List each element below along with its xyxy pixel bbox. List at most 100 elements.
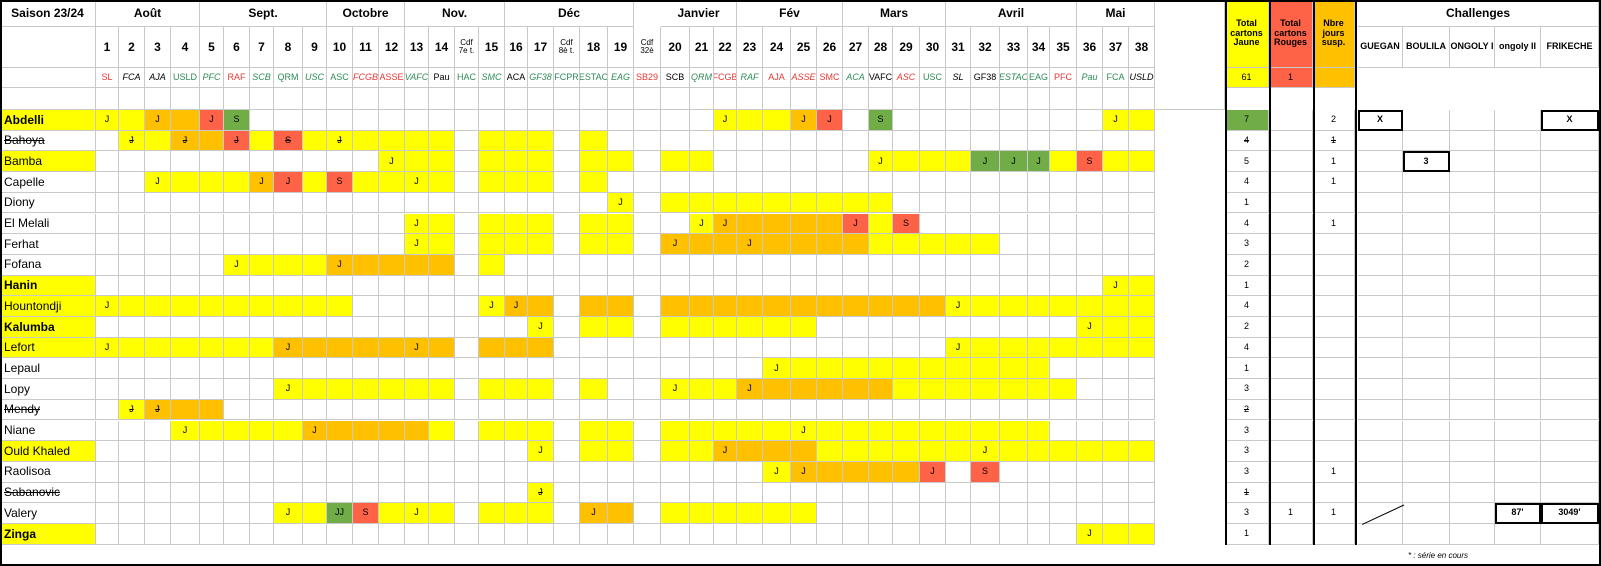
matchday-header[interactable]: 6 bbox=[224, 27, 250, 68]
card-cell[interactable] bbox=[429, 524, 455, 545]
card-cell[interactable] bbox=[763, 275, 791, 297]
player-total-yellow[interactable]: 1 bbox=[1225, 524, 1269, 545]
card-cell[interactable] bbox=[737, 503, 763, 524]
card-cell[interactable] bbox=[429, 172, 455, 193]
opponent-label[interactable]: VAFC bbox=[869, 68, 893, 88]
card-cell[interactable] bbox=[843, 275, 869, 297]
card-cell[interactable]: J bbox=[661, 234, 690, 255]
card-cell[interactable] bbox=[200, 441, 224, 462]
opponent-label[interactable]: FCA bbox=[1103, 68, 1129, 88]
card-cell[interactable] bbox=[791, 213, 817, 235]
blank-cell[interactable] bbox=[119, 88, 145, 110]
matchday-header[interactable]: 10 bbox=[327, 27, 353, 68]
card-cell[interactable] bbox=[505, 172, 528, 193]
card-cell[interactable] bbox=[1028, 358, 1050, 380]
player-total-yellow[interactable]: 3 bbox=[1225, 420, 1269, 442]
card-cell[interactable] bbox=[843, 130, 869, 152]
matchday-header[interactable]: Cdf 7e t. bbox=[455, 27, 479, 68]
card-cell[interactable]: S bbox=[869, 110, 893, 131]
card-cell[interactable] bbox=[763, 172, 791, 193]
card-cell[interactable] bbox=[1050, 275, 1077, 297]
matchday-header[interactable]: 8 bbox=[274, 27, 303, 68]
card-cell[interactable] bbox=[1000, 234, 1028, 255]
card-cell[interactable]: J bbox=[145, 399, 171, 421]
challenge-cell[interactable] bbox=[1495, 399, 1541, 421]
month-header[interactable]: Janvier bbox=[661, 0, 737, 27]
challenge-cell[interactable] bbox=[1541, 317, 1599, 338]
challenge-cell[interactable] bbox=[1358, 151, 1403, 173]
card-cell[interactable] bbox=[580, 192, 608, 214]
card-cell[interactable] bbox=[791, 337, 817, 359]
card-cell[interactable] bbox=[455, 337, 479, 359]
card-cell[interactable] bbox=[528, 358, 554, 380]
matchday-header[interactable]: 13 bbox=[405, 27, 429, 68]
card-cell[interactable] bbox=[224, 172, 250, 193]
card-cell[interactable] bbox=[528, 151, 554, 173]
card-cell[interactable] bbox=[763, 337, 791, 359]
card-cell[interactable] bbox=[634, 524, 661, 545]
card-cell[interactable] bbox=[505, 379, 528, 400]
opponent-label[interactable]: ESTAC bbox=[1000, 68, 1028, 88]
card-cell[interactable] bbox=[1050, 379, 1077, 400]
card-cell[interactable] bbox=[946, 234, 971, 255]
card-cell[interactable] bbox=[817, 317, 843, 338]
card-cell[interactable] bbox=[634, 110, 661, 131]
card-cell[interactable] bbox=[405, 399, 429, 421]
card-cell[interactable]: J bbox=[96, 110, 119, 131]
card-cell[interactable] bbox=[1000, 172, 1028, 193]
card-cell[interactable] bbox=[274, 110, 303, 131]
opponent-label[interactable]: RAF bbox=[737, 68, 763, 88]
card-cell[interactable]: J bbox=[405, 503, 429, 524]
card-cell[interactable] bbox=[714, 151, 737, 173]
challenge-cell[interactable] bbox=[1541, 234, 1599, 255]
card-cell[interactable] bbox=[528, 503, 554, 524]
opponent-label[interactable]: GF38 bbox=[528, 68, 554, 88]
card-cell[interactable] bbox=[455, 254, 479, 276]
card-cell[interactable] bbox=[119, 524, 145, 545]
card-cell[interactable] bbox=[1129, 399, 1155, 421]
card-cell[interactable] bbox=[763, 317, 791, 338]
card-cell[interactable] bbox=[1050, 110, 1077, 131]
card-cell[interactable] bbox=[1050, 503, 1077, 524]
player-total-yellow[interactable]: 3 bbox=[1225, 503, 1269, 524]
card-cell[interactable] bbox=[714, 482, 737, 504]
card-cell[interactable] bbox=[608, 482, 634, 504]
blank-cell[interactable] bbox=[1050, 88, 1077, 110]
card-cell[interactable] bbox=[200, 399, 224, 421]
challenge-cell[interactable] bbox=[1495, 441, 1541, 462]
card-cell[interactable] bbox=[817, 234, 843, 255]
card-cell[interactable]: J bbox=[920, 461, 946, 483]
card-cell[interactable] bbox=[479, 358, 505, 380]
card-cell[interactable] bbox=[1103, 420, 1129, 442]
card-cell[interactable] bbox=[528, 420, 554, 442]
card-cell[interactable] bbox=[353, 524, 379, 545]
card-cell[interactable] bbox=[455, 234, 479, 255]
card-cell[interactable] bbox=[634, 358, 661, 380]
challenge-cell[interactable] bbox=[1358, 441, 1403, 462]
card-cell[interactable] bbox=[429, 317, 455, 338]
player-name[interactable]: Lefort bbox=[0, 337, 96, 359]
card-cell[interactable] bbox=[119, 296, 145, 317]
challenge-cell[interactable] bbox=[1541, 482, 1599, 504]
card-cell[interactable] bbox=[893, 151, 920, 173]
card-cell[interactable] bbox=[971, 337, 1000, 359]
matchday-header[interactable]: 16 bbox=[505, 27, 528, 68]
card-cell[interactable] bbox=[327, 296, 353, 317]
card-cell[interactable] bbox=[200, 524, 224, 545]
blank-cell[interactable] bbox=[869, 88, 893, 110]
card-cell[interactable] bbox=[224, 358, 250, 380]
card-cell[interactable] bbox=[843, 110, 869, 131]
challenge-cell[interactable] bbox=[1358, 213, 1403, 235]
opponent-label[interactable]: EAG bbox=[608, 68, 634, 88]
card-cell[interactable] bbox=[580, 151, 608, 173]
player-suspension-days[interactable] bbox=[1313, 420, 1355, 442]
card-cell[interactable] bbox=[119, 254, 145, 276]
challenge-cell[interactable] bbox=[1403, 172, 1450, 193]
card-cell[interactable] bbox=[971, 254, 1000, 276]
card-cell[interactable]: J bbox=[327, 254, 353, 276]
card-cell[interactable] bbox=[737, 317, 763, 338]
player-total-yellow[interactable]: 1 bbox=[1225, 482, 1269, 504]
card-cell[interactable] bbox=[1000, 130, 1028, 152]
blank-cell[interactable] bbox=[171, 88, 200, 110]
card-cell[interactable] bbox=[920, 275, 946, 297]
